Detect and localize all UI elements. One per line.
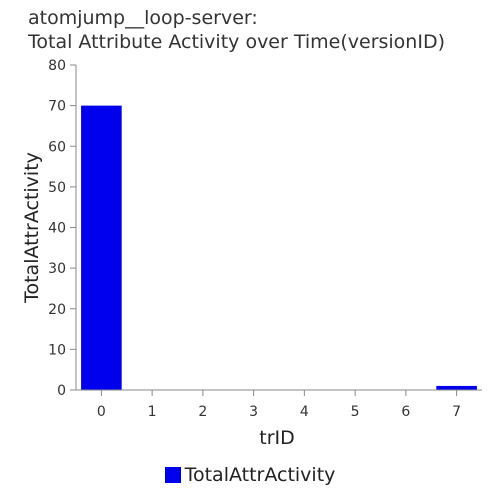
x-tick-label: 5 xyxy=(351,404,360,420)
x-tick-label: 0 xyxy=(97,404,106,420)
x-tick-label: 6 xyxy=(401,404,410,420)
x-axis-title: trID xyxy=(259,427,295,449)
y-tick-label: 0 xyxy=(57,383,66,399)
legend-swatch xyxy=(164,467,181,483)
x-tick-label: 3 xyxy=(249,404,258,420)
y-tick-label: 70 xyxy=(48,99,66,115)
y-tick-label: 10 xyxy=(48,342,66,358)
bar xyxy=(81,105,122,390)
chart-title-line-1: atomjump__loop-server: xyxy=(28,7,258,29)
chart-title: atomjump__loop-server: Total Attribute A… xyxy=(28,6,445,54)
bars xyxy=(81,105,477,390)
x-tick-label: 4 xyxy=(300,404,309,420)
y-axis-title: TotalAttrActivity xyxy=(21,152,43,304)
bar xyxy=(436,385,477,390)
x-axis-ticks: 0 1 2 3 4 5 6 7 xyxy=(97,390,461,420)
y-tick-label: 80 xyxy=(48,58,66,74)
y-tick-label: 40 xyxy=(48,221,66,237)
legend-label: TotalAttrActivity xyxy=(184,464,336,486)
y-axis-ticks: 0 10 20 30 40 50 60 70 80 xyxy=(48,58,76,399)
y-tick-label: 30 xyxy=(48,261,66,277)
chart-title-line-2: Total Attribute Activity over Time(versi… xyxy=(28,31,445,53)
x-tick-label: 1 xyxy=(148,404,157,420)
y-tick-label: 60 xyxy=(48,139,66,155)
y-tick-label: 50 xyxy=(48,180,66,196)
x-tick-label: 7 xyxy=(452,404,461,420)
y-tick-label: 20 xyxy=(48,302,66,318)
legend: TotalAttrActivity xyxy=(0,464,500,486)
x-tick-label: 2 xyxy=(198,404,207,420)
